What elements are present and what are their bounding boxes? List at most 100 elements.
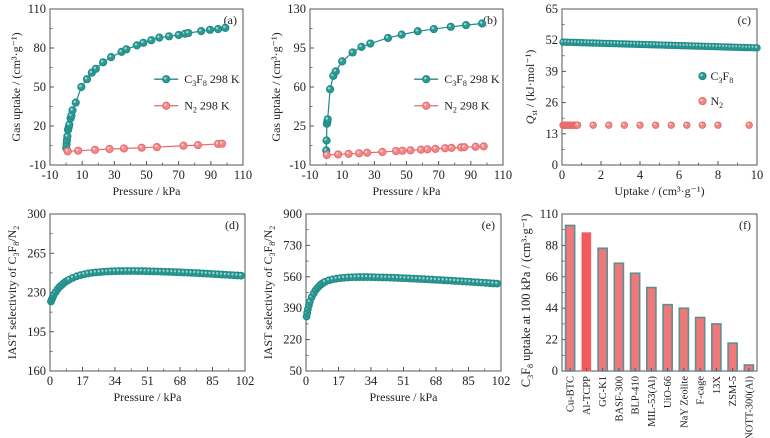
data-point-highlight xyxy=(108,269,112,272)
data-point xyxy=(322,136,331,145)
bar xyxy=(564,224,576,372)
data-point xyxy=(406,146,415,155)
data-point-highlight xyxy=(684,123,687,126)
data-point-highlight xyxy=(238,273,242,276)
plot-frame xyxy=(49,213,246,372)
y-tick-label: 300 xyxy=(27,207,46,221)
data-point-highlight xyxy=(620,41,623,44)
y-tick-label: 66 xyxy=(546,270,559,284)
data-point-highlight xyxy=(139,268,142,272)
data-point xyxy=(423,145,432,154)
data-point-highlight xyxy=(212,271,215,275)
data-point-highlight xyxy=(223,272,227,275)
x-tick-label: 10 xyxy=(751,168,764,182)
data-point-highlight xyxy=(327,86,331,90)
y-tick-label: 110 xyxy=(28,2,46,16)
data-point-highlight xyxy=(407,276,410,279)
data-point-highlight xyxy=(342,275,345,278)
y-axis-label: Qst / (kJ·mol⁻¹) xyxy=(523,50,539,125)
data-point xyxy=(98,58,108,67)
y-tick-label: 88 xyxy=(546,238,559,252)
data-point xyxy=(698,121,707,129)
data-point-highlight xyxy=(112,269,116,272)
data-point xyxy=(471,142,480,151)
data-point-highlight xyxy=(393,148,397,152)
data-point-highlight xyxy=(606,123,609,126)
data-point xyxy=(237,271,246,280)
legend-label: N2 298 K xyxy=(184,99,230,115)
y-tick-label: -10 xyxy=(289,158,306,172)
data-point-highlight xyxy=(119,49,122,53)
data-point xyxy=(74,146,83,155)
y-tick-label: 22 xyxy=(546,333,559,347)
data-point xyxy=(147,36,156,45)
data-point xyxy=(139,38,148,47)
data-point-highlight xyxy=(600,41,603,44)
data-point-highlight xyxy=(429,277,433,280)
x-tick-label: 30 xyxy=(368,168,381,182)
data-point-highlight xyxy=(426,277,429,280)
data-point xyxy=(753,44,761,52)
data-point-highlight xyxy=(128,268,131,272)
data-point-highlight xyxy=(464,279,467,282)
x-tick-label: 10 xyxy=(336,168,349,182)
data-point-highlight xyxy=(575,123,578,126)
legend-item-c3f8: C3F8 298 K xyxy=(414,72,500,88)
y-tick-label: 50 xyxy=(34,80,47,94)
data-point-highlight xyxy=(646,42,649,45)
data-point-highlight xyxy=(357,274,360,278)
data-point-highlight xyxy=(200,271,204,274)
plot-frame xyxy=(561,8,758,166)
data-point-highlight xyxy=(139,145,142,148)
data-point-highlight xyxy=(198,28,202,32)
data-point-highlight xyxy=(623,41,626,45)
data-point xyxy=(152,142,162,152)
data-point-highlight xyxy=(84,76,88,80)
data-point-highlight xyxy=(359,44,362,48)
data-point-highlight xyxy=(368,41,371,44)
data-point-highlight xyxy=(682,43,685,46)
panel-tag: (e) xyxy=(482,218,495,232)
data-point xyxy=(357,42,366,51)
data-point-highlight xyxy=(330,277,333,280)
x-tick-label: 6 xyxy=(676,168,682,182)
data-point-highlight xyxy=(685,43,689,46)
data-point xyxy=(331,67,340,76)
legend-marker xyxy=(422,101,431,110)
data-point-highlight xyxy=(652,42,656,45)
series-selectivity xyxy=(47,267,246,306)
data-point-highlight xyxy=(487,280,490,284)
data-point xyxy=(667,121,675,129)
panel-d: 160 195 230 265 300 0 17 34 51 68 85 102 Pressure / … xyxy=(5,207,254,404)
data-point xyxy=(714,121,722,129)
x-tick-label: 10 xyxy=(76,168,89,182)
panel-tag: (d) xyxy=(225,218,239,232)
x-tick-label: 13X xyxy=(712,376,723,395)
data-point-highlight xyxy=(659,42,662,46)
data-point-highlight xyxy=(92,147,96,151)
y-axis-label: IAST selectivity of C3F8/N2 xyxy=(5,226,21,359)
data-point-highlight xyxy=(649,42,652,45)
data-point-highlight xyxy=(751,45,754,48)
x-axis-label: Pressure / kPa xyxy=(113,184,182,198)
bar-5 xyxy=(646,286,657,372)
data-point-highlight xyxy=(79,84,82,88)
data-point xyxy=(397,30,406,39)
data-point xyxy=(479,142,488,151)
data-point xyxy=(344,149,353,158)
data-point-highlight xyxy=(322,279,326,282)
data-point xyxy=(413,27,422,36)
legend-label: N2 xyxy=(711,94,724,110)
legend-item-n2: N2 298 K xyxy=(414,99,490,115)
data-point-highlight xyxy=(131,268,135,272)
y-tick-label: 50 xyxy=(290,364,303,378)
x-axis-label: Pressure / kPa xyxy=(370,390,439,404)
panel-c: 0 13 26 39 52 65 0 2 4 6 8 10 Uptake / (cm³·g⁻¹) Qst … xyxy=(523,2,763,198)
data-point-highlight xyxy=(662,43,666,46)
data-point-highlight xyxy=(334,276,337,279)
data-point xyxy=(323,115,332,124)
data-point-highlight xyxy=(415,29,419,32)
y-tick-label: 95 xyxy=(294,41,307,55)
data-point-highlight xyxy=(672,43,675,46)
y-tick-label: 160 xyxy=(27,364,46,378)
